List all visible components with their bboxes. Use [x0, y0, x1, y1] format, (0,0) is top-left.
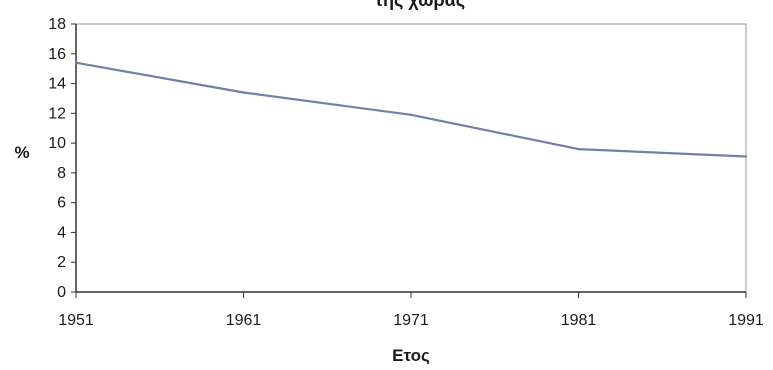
x-axis-ticks: 1951 1961 1971 1981 1991 — [58, 292, 764, 329]
y-tick-label: 16 — [48, 46, 66, 63]
data-point — [577, 147, 580, 151]
y-tick-label: 6 — [57, 195, 66, 212]
data-point — [744, 155, 748, 158]
y-tick-label: 12 — [48, 105, 66, 122]
y-tick-label: 8 — [57, 165, 66, 182]
data-point — [74, 61, 78, 64]
x-tick-label: 1971 — [393, 312, 429, 329]
y-tick-label: 2 — [57, 254, 66, 271]
x-tick-label: 1991 — [728, 312, 764, 329]
x-axis-title: Ετος — [392, 346, 430, 365]
data-point — [242, 91, 245, 94]
x-tick-label: 1981 — [561, 312, 597, 329]
series-group — [74, 61, 748, 158]
y-tick-label: 4 — [57, 224, 66, 241]
y-axis-ticks: 0 2 4 6 8 10 12 14 16 18 — [48, 16, 76, 301]
x-tick-label: 1961 — [226, 312, 262, 329]
plot-area — [75, 23, 747, 293]
y-axis-title: % — [14, 143, 29, 162]
chart-title: της χώρας — [375, 0, 465, 10]
y-tick-label: 14 — [48, 76, 66, 93]
y-tick-label: 18 — [48, 16, 66, 33]
data-point — [409, 113, 413, 117]
x-tick-label: 1951 — [58, 312, 94, 329]
y-tick-label: 0 — [57, 284, 66, 301]
y-tick-label: 10 — [48, 135, 66, 152]
